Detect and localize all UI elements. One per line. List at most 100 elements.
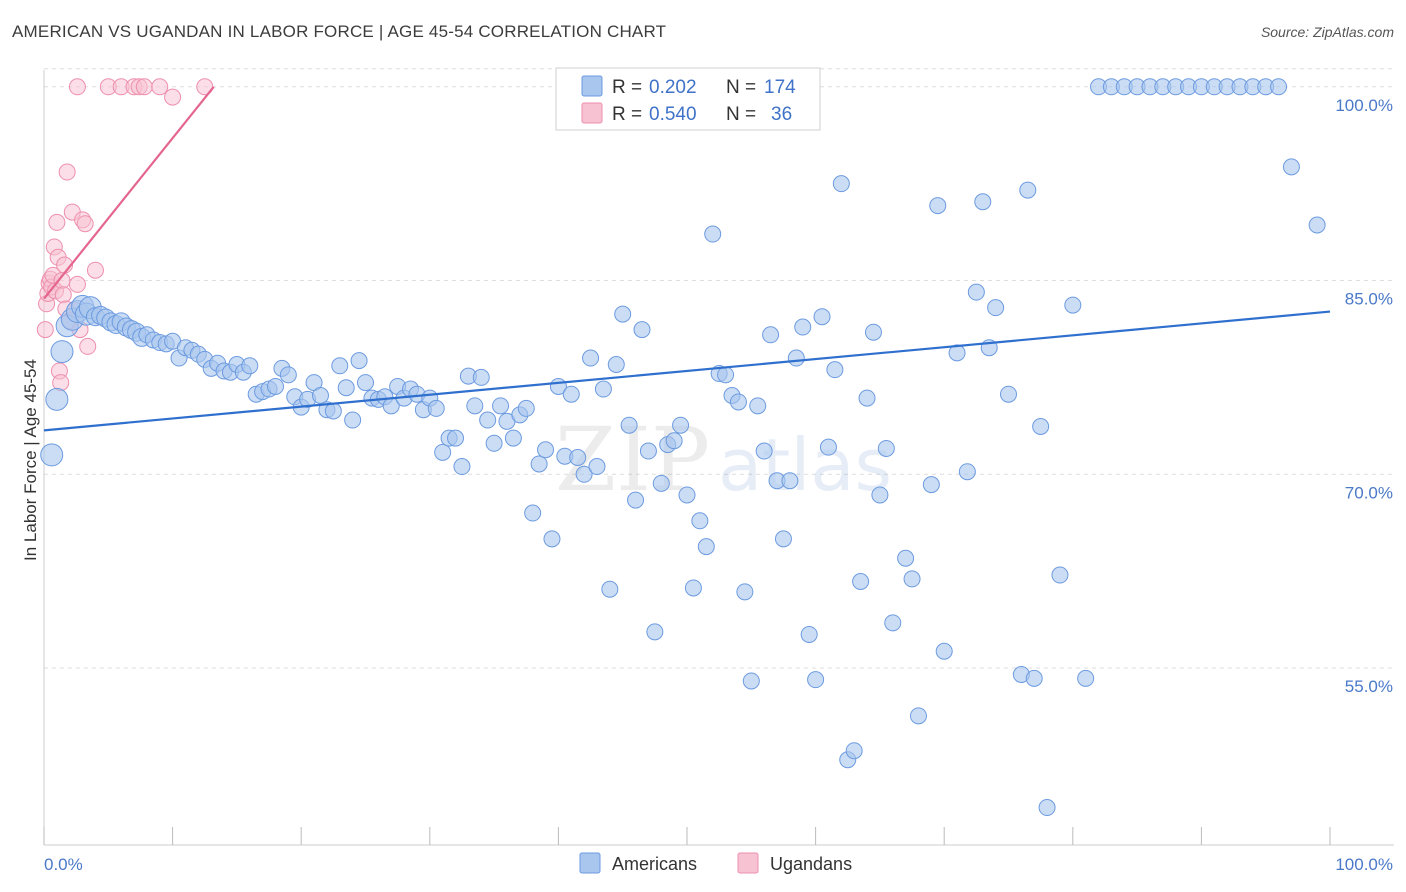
americans-point (871, 486, 889, 504)
americans-point (665, 432, 683, 450)
ugandans-trend-line (43, 86, 215, 300)
y-tick-label-1: 70.0% (1345, 483, 1393, 502)
legend-r-americans: 0.202 (649, 77, 697, 98)
ugandans-point (76, 215, 94, 233)
americans-point (1308, 216, 1326, 234)
americans-point (614, 305, 632, 323)
americans-point (582, 349, 600, 367)
americans-point (800, 625, 818, 643)
americans-point (279, 366, 297, 384)
americans-point (427, 399, 445, 417)
americans-point (749, 397, 767, 415)
americans-point (241, 357, 259, 375)
americans-point (755, 442, 773, 460)
americans-point (485, 434, 503, 452)
americans-point (575, 465, 593, 483)
y-tick-label-0: 55.0% (1345, 677, 1393, 696)
bottom-legend-ugandans: Ugandans (770, 854, 852, 874)
americans-point (50, 340, 74, 364)
bottom-legend-swatch-americans (579, 852, 601, 874)
americans-point (884, 614, 902, 632)
americans-point (852, 573, 870, 590)
americans-point (813, 308, 831, 326)
americans-point (447, 429, 465, 447)
americans-point (819, 438, 837, 456)
americans-point (453, 458, 471, 476)
americans-point (646, 623, 664, 641)
americans-point (472, 368, 490, 386)
americans-point (948, 344, 966, 362)
americans-point (479, 411, 497, 429)
ugandans-point (68, 78, 86, 96)
americans-point (1019, 181, 1037, 199)
americans-point (1270, 78, 1288, 96)
americans-point (1064, 296, 1082, 314)
americans-point (639, 442, 657, 460)
americans-point (492, 397, 510, 415)
americans-point (807, 671, 825, 689)
americans-point (324, 402, 342, 420)
legend-swatch-americans (581, 75, 603, 97)
americans-point (504, 429, 522, 447)
americans-point (1282, 158, 1300, 176)
americans-point (897, 549, 915, 567)
ugandans-point (135, 78, 153, 96)
americans-point (1038, 799, 1056, 817)
americans-point (537, 441, 555, 459)
americans-point (620, 416, 638, 434)
source-credit: Source: ZipAtlas.com (1260, 24, 1394, 40)
x-tick-labels: 0.0% 100.0% (44, 855, 1393, 874)
americans-point (697, 538, 715, 556)
ugandans-point (68, 275, 86, 293)
americans-point (1032, 418, 1050, 435)
americans-point (524, 504, 542, 522)
americans-point (858, 389, 876, 407)
americans-point (987, 299, 1005, 317)
americans-point (562, 385, 580, 403)
americans-point (672, 416, 690, 434)
bottom-legend-swatch-ugandans (737, 852, 759, 874)
americans-point (1000, 385, 1017, 403)
ugandans-point (79, 337, 97, 355)
americans-point (774, 530, 792, 548)
americans-point (787, 349, 805, 367)
ugandans-point (36, 321, 54, 339)
watermark-atlas: atlas (718, 423, 892, 507)
legend-n-label-ugandans: N = (726, 104, 756, 125)
americans-point (543, 530, 561, 548)
americans-point (864, 323, 882, 341)
americans-point (350, 352, 368, 370)
watermark: ZIP atlas (555, 408, 892, 511)
americans-point (601, 580, 619, 598)
americans-point (958, 463, 976, 481)
ugandans-point (54, 286, 72, 304)
y-axis-label: In Labor Force | Age 45-54 (21, 359, 40, 561)
americans-point (569, 449, 587, 466)
americans-point (594, 380, 612, 398)
americans-point (357, 374, 374, 392)
legend-r-label-ugandans: R = (612, 104, 642, 125)
y-tick-label-2: 85.0% (1345, 290, 1393, 309)
ugandans-point (58, 163, 76, 181)
americans-point (845, 742, 863, 760)
americans-point (691, 512, 709, 530)
legend-n-americans: 174 (764, 77, 796, 98)
bottom-legend: Americans Ugandans (579, 852, 852, 874)
legend-swatch-ugandans (581, 102, 603, 124)
americans-point (903, 570, 921, 588)
americans-points (40, 78, 1326, 817)
top-legend: R = 0.202 N = 174 R = 0.540 N = 36 (555, 67, 821, 131)
americans-point (967, 283, 985, 301)
americans-point (736, 583, 754, 601)
americans-point (1025, 669, 1043, 687)
americans-point (607, 356, 625, 373)
americans-point (781, 472, 799, 490)
americans-point (627, 491, 645, 509)
chart-title: AMERICAN VS UGANDAN IN LABOR FORCE | AGE… (12, 22, 667, 41)
x-tick-label-0: 0.0% (44, 855, 83, 874)
americans-point (588, 458, 606, 476)
americans-point (633, 321, 651, 339)
ugandans-point (164, 88, 182, 106)
americans-point (794, 318, 812, 336)
americans-point (678, 486, 696, 504)
